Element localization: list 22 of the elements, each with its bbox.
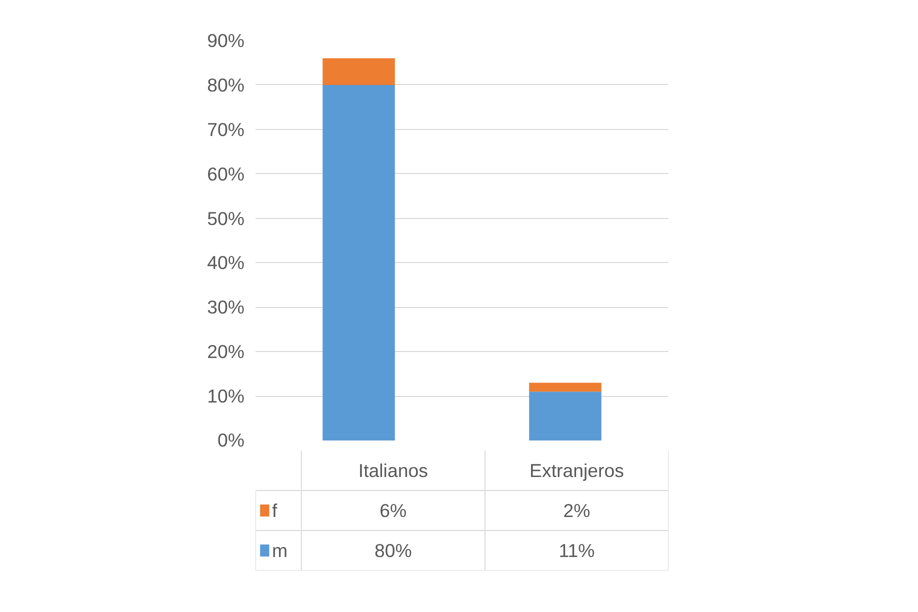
- legend-label: m: [272, 540, 288, 561]
- y-tick-label: 60%: [207, 163, 245, 184]
- data-label: 2%: [563, 500, 590, 521]
- y-tick-label: 70%: [207, 118, 245, 140]
- y-tick-label: 80%: [207, 74, 245, 96]
- y-tick-label: 30%: [207, 296, 245, 318]
- y-tick-label: 40%: [207, 252, 245, 274]
- data-label: 80%: [374, 540, 412, 561]
- y-tick-label: 90%: [207, 30, 245, 51]
- legend-label: f: [272, 500, 278, 521]
- bar: [529, 392, 602, 440]
- data-label: 6%: [380, 500, 407, 521]
- x-tick-label: Italianos: [358, 460, 428, 481]
- bar: [529, 382, 602, 392]
- x-tick-label: Extranjeros: [530, 460, 624, 481]
- y-tick-label: 50%: [207, 208, 245, 229]
- y-tick-label: 10%: [207, 386, 245, 407]
- y-tick-label: 0%: [218, 430, 245, 450]
- y-tick-label: 20%: [207, 341, 245, 362]
- bar: [322, 58, 395, 85]
- data-label: 11%: [558, 540, 595, 561]
- bar: [322, 84, 395, 440]
